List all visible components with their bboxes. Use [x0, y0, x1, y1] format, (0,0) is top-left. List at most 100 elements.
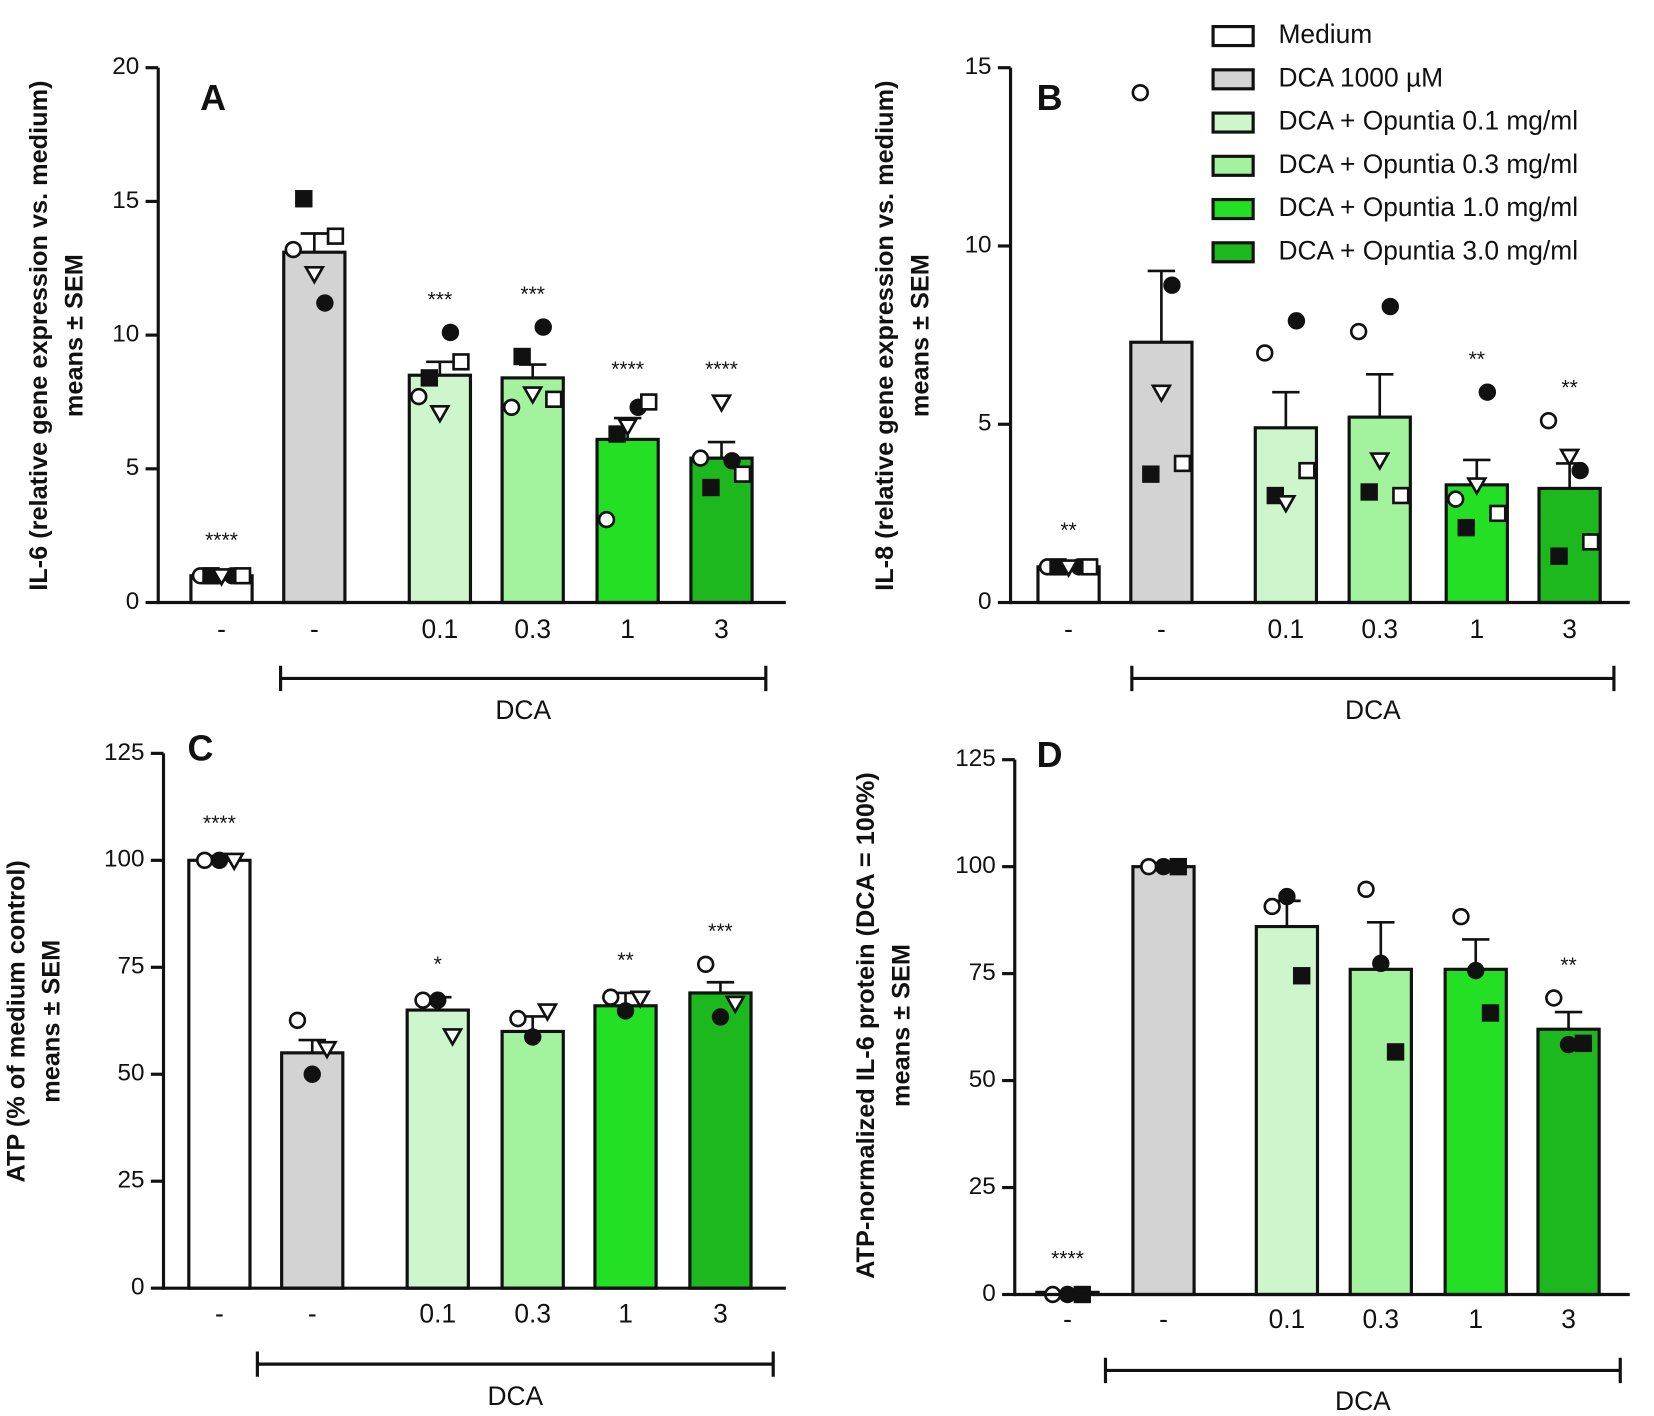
point	[1150, 384, 1173, 404]
y-tick-label: 0	[982, 1280, 996, 1307]
x-tick-label: 0.3	[514, 614, 551, 644]
point	[1372, 954, 1390, 973]
y-tick-label: 0	[131, 1274, 145, 1301]
point	[303, 1065, 321, 1083]
point	[429, 405, 451, 424]
point	[1559, 1035, 1578, 1054]
point	[210, 568, 233, 587]
y-axis-label: means ± SEM	[37, 940, 65, 1103]
bar	[282, 250, 347, 605]
significance: ****	[1051, 1247, 1084, 1270]
point	[1278, 887, 1296, 906]
significance: ***	[520, 283, 545, 306]
bar	[1443, 967, 1508, 1297]
point	[711, 1008, 730, 1026]
significance: *	[434, 953, 442, 976]
group-bracket	[1130, 665, 1616, 692]
point	[1489, 504, 1507, 523]
point	[210, 851, 229, 870]
bar	[1254, 924, 1320, 1297]
legend-swatch	[1211, 111, 1255, 134]
point	[1360, 483, 1378, 501]
group-label: DCA	[1335, 1386, 1391, 1416]
point	[1457, 518, 1475, 537]
legend-swatch	[1211, 24, 1255, 48]
point	[316, 294, 334, 312]
point	[702, 478, 720, 497]
y-tick-label: 15	[965, 53, 992, 80]
y-axis-label: ATP-normalized IL-6 protein (DCA = 100%)	[852, 772, 880, 1279]
x-tick-label: 3	[1561, 1304, 1576, 1334]
y-tick-label: 75	[969, 959, 996, 986]
point	[513, 347, 531, 366]
point	[1481, 1004, 1500, 1022]
error-bar	[298, 1038, 326, 1053]
point	[1467, 961, 1485, 980]
point	[733, 465, 752, 483]
point	[1275, 495, 1297, 514]
x-tick-label: 1	[1468, 1304, 1483, 1334]
y-tick-label: 0	[126, 588, 140, 615]
significance: **	[1561, 377, 1577, 400]
error-bar	[300, 232, 329, 253]
x-tick-label: 0.3	[1362, 1304, 1399, 1334]
point	[1173, 454, 1192, 473]
point	[723, 452, 741, 470]
point	[1163, 276, 1181, 294]
bar	[1131, 865, 1196, 1297]
significance: ****	[205, 529, 238, 552]
point	[602, 988, 620, 1006]
y-axis-label: IL-8 (relative gene expression vs. mediu…	[871, 80, 899, 590]
y-tick-label: 75	[118, 953, 145, 980]
point	[1574, 1034, 1593, 1053]
panel-label: A	[200, 78, 226, 118]
point	[1392, 486, 1410, 505]
point	[1349, 322, 1368, 341]
point	[414, 991, 432, 1009]
legend-label: DCA + Opuntia 3.0 mg/ml	[1278, 235, 1578, 265]
point	[1550, 547, 1568, 565]
point	[1466, 477, 1488, 496]
legend-label: Medium	[1278, 19, 1372, 49]
y-axis-label: means ± SEM	[907, 254, 935, 417]
point	[284, 240, 302, 259]
group-bracket	[1103, 1357, 1622, 1384]
y-tick-label: 10	[112, 321, 139, 348]
legend-swatch	[1211, 197, 1255, 221]
error-bar	[426, 360, 454, 376]
panel-label: C	[187, 729, 213, 769]
error-bar	[1272, 390, 1300, 428]
significance: ***	[708, 920, 733, 943]
x-tick-label: 0.1	[1269, 1304, 1306, 1334]
y-tick-label: 50	[969, 1066, 996, 1093]
bar	[1348, 967, 1413, 1297]
x-tick-label: -	[1064, 614, 1073, 644]
point	[608, 425, 626, 443]
legend-label: DCA + Opuntia 1.0 mg/ml	[1278, 192, 1578, 222]
significance: **	[1469, 348, 1485, 371]
panel-label: B	[1037, 78, 1063, 118]
significance: **	[617, 949, 633, 972]
panel-label: D	[1037, 735, 1063, 775]
point	[616, 418, 639, 438]
bar	[280, 1051, 345, 1290]
point	[521, 386, 544, 406]
point	[1357, 880, 1375, 899]
point	[1571, 461, 1589, 480]
y-tick-label: 125	[104, 739, 144, 766]
point	[1131, 83, 1149, 102]
point	[1287, 312, 1306, 330]
point	[1582, 533, 1600, 551]
point	[1452, 908, 1470, 926]
bar	[1536, 1027, 1601, 1297]
y-tick-label: 50	[118, 1060, 145, 1087]
x-tick-label: -	[308, 1299, 317, 1329]
bar	[688, 991, 753, 1290]
point	[710, 394, 733, 414]
group-bracket	[255, 1351, 775, 1377]
y-axis-label: IL-6 (relative gene expression vs. mediu…	[25, 80, 53, 590]
point	[1298, 461, 1316, 480]
point	[410, 387, 428, 406]
bar	[187, 858, 252, 1290]
x-tick-label: 0.1	[419, 1299, 456, 1329]
